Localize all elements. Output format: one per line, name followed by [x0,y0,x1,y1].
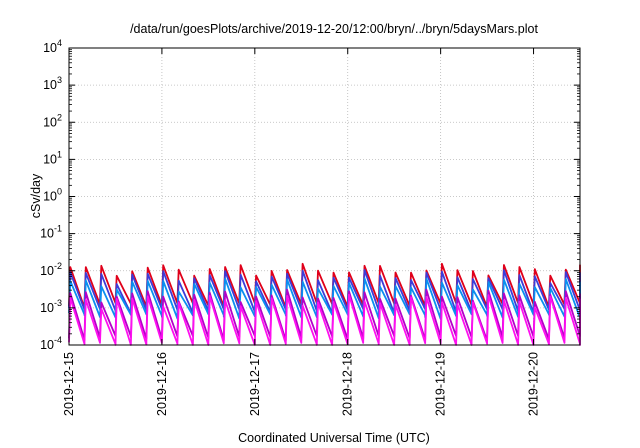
chart-title: /data/run/goesPlots/archive/2019-12-20/1… [130,22,538,36]
series-group [68,262,581,346]
y-tick-label: 10-1 [40,224,62,241]
grid [69,48,580,345]
y-tick-label: 10-2 [40,261,62,278]
x-axis: 2019-12-15 2019-12-16 2019-12-17 2019-12-18… [62,48,541,416]
series-line-5 [68,293,581,346]
x-tick-label: 2019-12-20 [527,352,541,416]
x-tick-label: 2019-12-15 [62,352,76,416]
x-tick-label: 2019-12-16 [155,352,169,416]
y-tick-label: 103 [43,75,62,92]
y-tick-label: 10-3 [40,298,62,315]
x-axis-label: Coordinated Universal Time (UTC) [238,431,430,445]
x-tick-label: 2019-12-18 [341,352,355,416]
y-tick-label: 100 [43,187,62,204]
y-axis-label: cSv/day [29,173,43,218]
x-tick-label: 2019-12-19 [434,352,448,416]
y-tick-label: 101 [43,149,62,166]
y-tick-label: 102 [43,112,62,129]
x-tick-label: 2019-12-17 [248,352,262,416]
y-axis: 10-4 10-3 10-2 10-1 100 101 102 103 104 [40,38,580,352]
y-tick-label: 10-4 [40,335,62,352]
y-tick-label: 104 [43,38,62,55]
